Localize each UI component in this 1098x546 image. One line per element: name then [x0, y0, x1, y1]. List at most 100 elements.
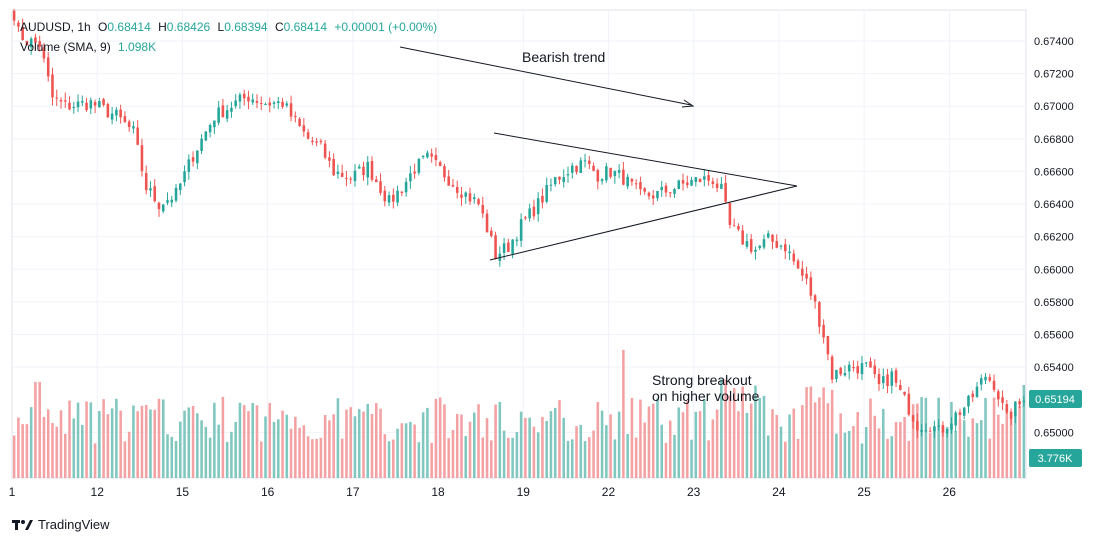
candle [822, 324, 825, 338]
volume-bar [379, 408, 382, 478]
time-tick-label: 18 [431, 485, 445, 499]
candle [792, 253, 796, 262]
candle [890, 371, 894, 386]
candle [860, 363, 864, 375]
volume-bar [336, 398, 340, 478]
candle [242, 93, 246, 99]
volume-bar [255, 405, 259, 478]
volume-bar [971, 418, 975, 478]
candle [464, 192, 468, 197]
volume-bar [191, 405, 195, 478]
volume-bar [85, 401, 88, 478]
candle [826, 335, 830, 355]
volume-bar [502, 430, 506, 478]
open-label: O [98, 20, 108, 34]
volume-bar [962, 420, 966, 478]
volume-bar [613, 439, 617, 478]
volume-bar [196, 413, 199, 478]
volume-bar [622, 349, 625, 478]
candle [277, 101, 280, 104]
volume-bar [298, 427, 301, 478]
volume-bar [668, 420, 672, 478]
volume-bar [941, 427, 945, 478]
volume-bar [600, 410, 604, 478]
volume-bar [277, 419, 280, 478]
candle [933, 426, 936, 432]
volume-bar [579, 424, 583, 478]
volume-bar [311, 439, 314, 478]
candle [1001, 397, 1004, 403]
interval-label[interactable]: 1h [77, 20, 91, 34]
candle [455, 187, 459, 193]
volume-bar [928, 432, 932, 478]
volume-bar [805, 387, 808, 478]
candle [788, 251, 791, 254]
volume-bar [524, 417, 527, 478]
candle [745, 241, 749, 247]
candle [183, 171, 186, 183]
candle [323, 143, 327, 158]
tradingview-logo[interactable]: TradingView [12, 517, 110, 532]
volume-bar [183, 410, 186, 478]
candle [89, 100, 93, 109]
symbol-label[interactable]: AUDUSD [20, 20, 71, 34]
volume-bar [677, 407, 681, 478]
candle [302, 125, 306, 132]
price-axis[interactable]: 0.67400 0.67200 0.67000 0.66800 0.66600 0.664… [1034, 36, 1074, 439]
candle [481, 205, 485, 214]
close-value: 0.68414 [283, 20, 328, 34]
candle [490, 230, 493, 236]
candle [877, 373, 881, 385]
volume-bar [762, 395, 766, 478]
volume-bar [366, 403, 370, 478]
volume-bar [822, 387, 825, 478]
volume-bar [541, 416, 544, 478]
candle [319, 140, 323, 143]
candle [230, 107, 233, 112]
volume-label[interactable]: Volume (SMA, 9) [20, 40, 111, 54]
candle [558, 176, 561, 180]
volume-bar [21, 424, 24, 478]
volume-bar [775, 414, 779, 478]
candle [843, 373, 847, 376]
volume-bar [234, 421, 237, 478]
volume-value: 1.098K [118, 40, 157, 54]
volume-bar [455, 413, 459, 478]
volume-bar [225, 441, 229, 478]
volume-bar [651, 403, 655, 478]
volume-bar [490, 440, 493, 478]
volume-bar [63, 433, 67, 478]
candle [954, 412, 957, 426]
volume-bar [383, 434, 387, 478]
volume-bar [907, 440, 911, 478]
candle [417, 158, 421, 173]
volume-bar [703, 399, 706, 478]
volume-bar [29, 407, 33, 478]
candle [383, 190, 387, 202]
volume-bar [72, 418, 76, 478]
candle [1014, 401, 1017, 417]
candle [600, 179, 604, 182]
candle [259, 103, 263, 105]
candle [553, 176, 557, 185]
candle [12, 10, 16, 21]
volume-bar [46, 409, 50, 478]
candle [988, 377, 992, 381]
volume-bar [617, 411, 621, 478]
time-tick-label: 17 [346, 485, 360, 499]
volume-bar [519, 411, 523, 478]
time-axis[interactable]: 1 12 15 16 17 18 19 22 23 24 25 26 [9, 485, 957, 499]
candle [38, 41, 41, 47]
volume-bar [374, 403, 378, 478]
candle [289, 103, 293, 117]
candle [349, 178, 352, 180]
volume-bar [511, 437, 514, 478]
high-label: H [158, 20, 167, 34]
candle [979, 378, 983, 385]
volume-bar [626, 434, 629, 478]
volume-bar [294, 416, 297, 478]
candle [72, 106, 76, 108]
candle [196, 150, 199, 164]
volume-bar [213, 402, 216, 478]
